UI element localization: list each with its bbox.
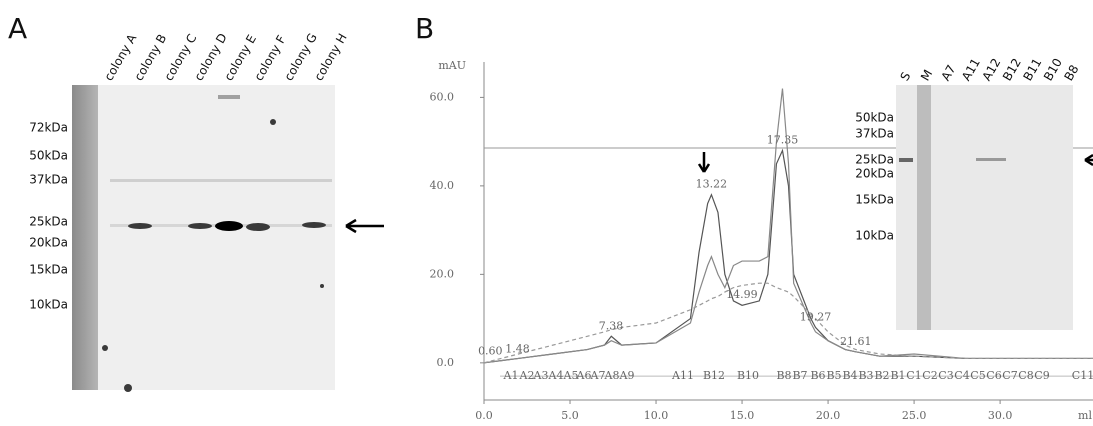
inset-lane-label: B12 [1000,56,1024,83]
fraction-label: A11 [671,369,694,382]
fraction-label: A2 [519,369,535,382]
inset-marker-label: 25kDa [855,153,894,167]
inset-lane-label: A11 [959,56,983,83]
arrow [346,220,384,232]
x-axis-label: ml [1078,409,1092,422]
fraction-label: B4 [842,369,857,382]
fraction-label: A6 [576,369,592,382]
inset-marker-label: 15kDa [855,193,894,207]
fraction-label: B1 [890,369,905,382]
peak-label: 14.99 [726,288,758,301]
peak-label: 19.27 [800,310,832,323]
fraction-label: A1 [503,369,519,382]
peak-label: 0.60 [478,345,503,358]
inset-lane-label: A12 [980,56,1004,83]
figure: A B 72kDa50kDa37kDa25kDa20kDa15kDa10kDac… [0,0,1093,426]
inset-marker-label: 37kDa [855,127,894,141]
fraction-label: B12 [703,369,725,382]
x-tick-label: 30.0 [988,409,1013,422]
panel-letter: B [415,12,434,45]
marker-label: 50kDa [29,149,68,163]
peak-label: 17.35 [767,133,799,146]
inset-lane-label: S [898,70,914,84]
x-tick-label: 15.0 [730,409,755,422]
y-tick-label: 0.0 [437,356,455,369]
gel [72,85,335,390]
fraction-label: A7 [590,369,606,382]
fraction-label: A8 [604,369,620,382]
fraction-label: B3 [858,369,873,382]
fraction-label: B2 [874,369,889,382]
x-tick-label: 25.0 [902,409,927,422]
peak-label: 21.61 [840,335,872,348]
fraction-label: C7 [1002,369,1017,382]
marker-label: 20kDa [29,236,68,250]
fraction-label: B7 [792,369,807,382]
fraction-label: B6 [810,369,825,382]
inset-lane-label: M [918,67,935,83]
fraction-label: C1 [906,369,921,382]
x-tick-label: 20.0 [816,409,841,422]
inset-marker-label: 50kDa [855,111,894,125]
fraction-label: B8 [776,369,791,382]
marker-label: 37kDa [29,173,68,187]
fraction-label: A4 [548,369,564,382]
inset-marker-label: 20kDa [855,167,894,181]
x-tick-label: 0.0 [475,409,493,422]
fraction-label: A3 [533,369,549,382]
peak-label: 1.48 [505,343,530,356]
inset-marker-lane [917,85,931,330]
inset-lane-label: B10 [1041,56,1065,83]
peak-label: 13.22 [696,178,728,191]
marker-label: 10kDa [29,298,68,312]
fraction-label: C9 [1034,369,1049,382]
arrow [1085,155,1093,165]
fraction-label: C2 [922,369,937,382]
panel-letter: A [8,12,27,45]
marker-lane [72,85,98,390]
marker-label: 72kDa [29,121,68,135]
fraction-label: A9 [619,369,635,382]
inset-lane-label: A7 [939,63,959,84]
y-axis-label: mAU [438,59,466,72]
marker-label: 25kDa [29,215,68,229]
peak-label: 7.38 [599,320,624,333]
fraction-label: B5 [826,369,841,382]
y-tick-label: 60.0 [430,90,455,103]
fraction-label: C3 [938,369,953,382]
fraction-label: C5 [970,369,985,382]
marker-label: 15kDa [29,263,68,277]
x-tick-label: 5.0 [561,409,579,422]
arrow [699,152,709,172]
fraction-label: B10 [737,369,759,382]
fraction-label: C11 [1072,369,1093,382]
inset-marker-label: 10kDa [855,229,894,243]
fraction-label: C8 [1018,369,1033,382]
y-tick-label: 40.0 [430,179,455,192]
inset-lane-label: B11 [1021,56,1045,83]
fraction-label: C6 [986,369,1001,382]
x-tick-label: 10.0 [644,409,669,422]
y-tick-label: 20.0 [430,267,455,280]
inset-lane-label: B8 [1062,63,1082,84]
fraction-label: C4 [954,369,969,382]
